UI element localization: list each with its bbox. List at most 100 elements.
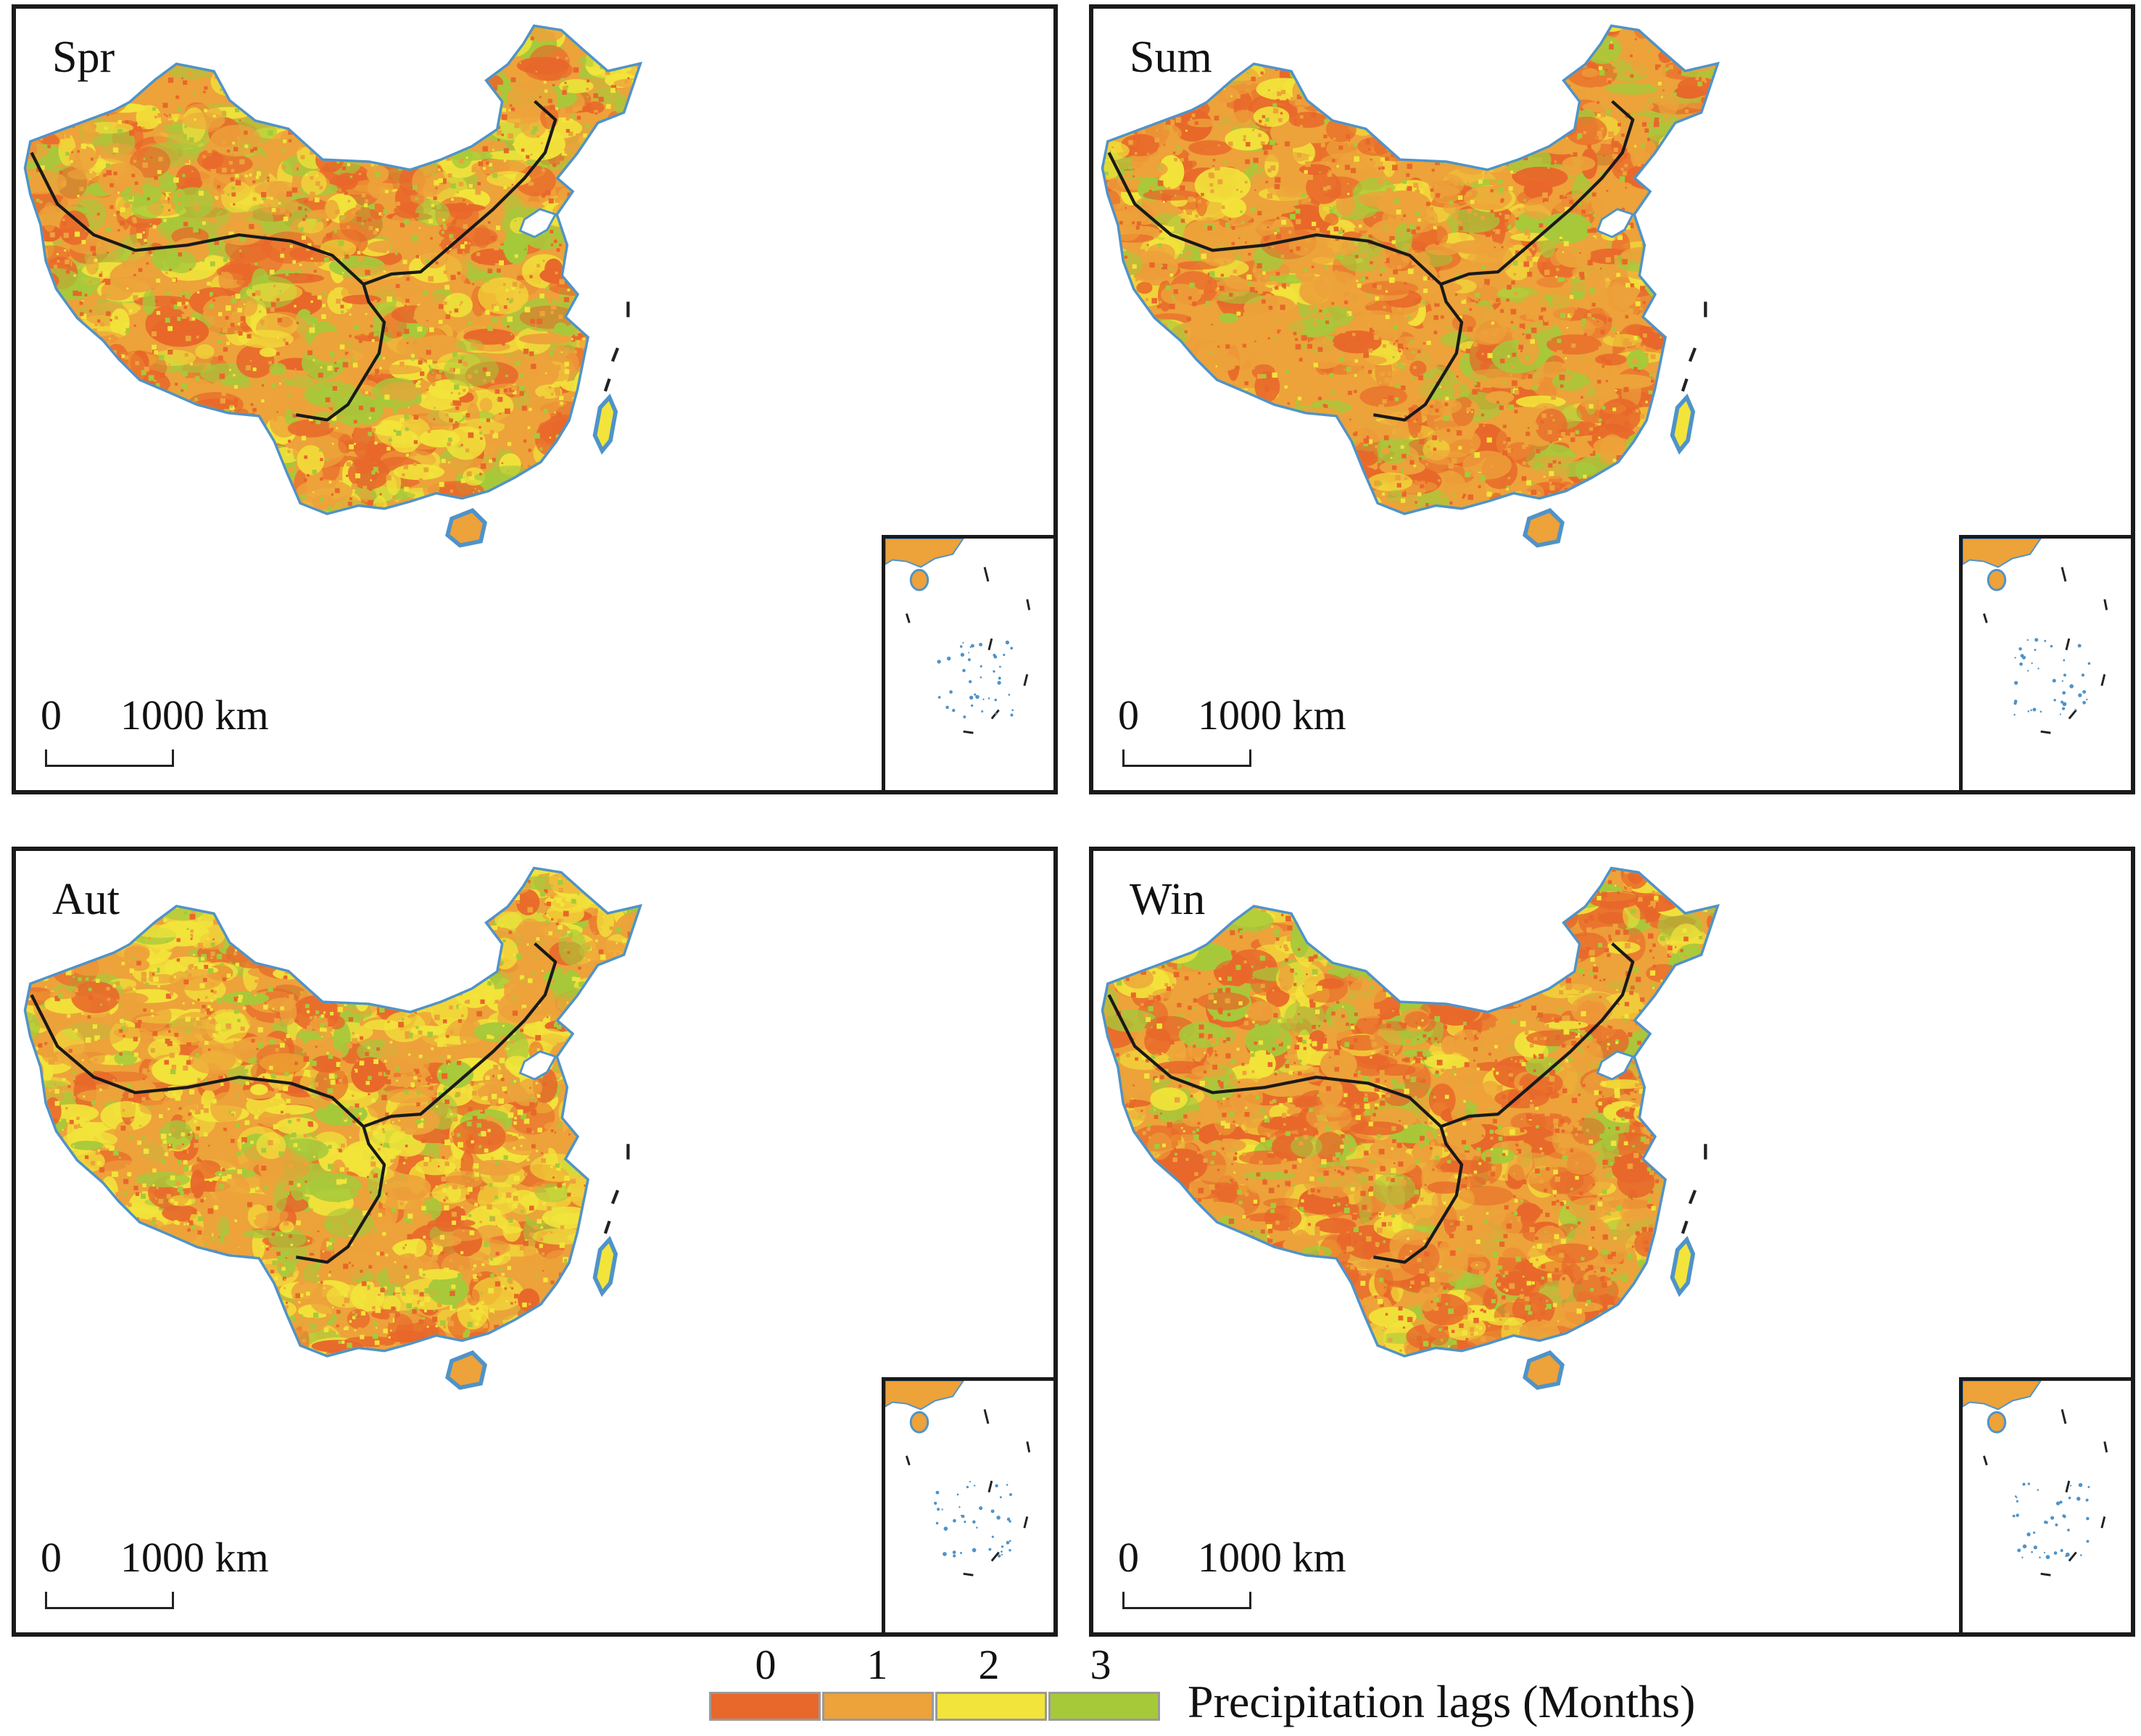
inset-coast: [885, 539, 964, 568]
inset-islet: [995, 1484, 998, 1487]
inset-islet: [1008, 694, 1011, 696]
inset-islet: [2068, 1496, 2071, 1500]
inset-islet: [974, 1484, 976, 1487]
inset-islet: [2053, 699, 2056, 702]
scale-distance: 1000 km: [1198, 1534, 1346, 1581]
bohai-sea: [1596, 208, 1635, 238]
inset-dash: [905, 1455, 911, 1466]
inset-islet: [943, 1552, 947, 1556]
inset-islet: [2067, 1529, 2070, 1532]
inset-islet: [2030, 709, 2032, 712]
scale-zero: 0: [1118, 692, 1139, 739]
south-china-sea-inset: [882, 535, 1053, 790]
regional-boundary-line: [30, 100, 558, 422]
inset-islet: [2069, 684, 2074, 689]
scale-bar: 0 1000 km: [35, 692, 269, 774]
inset-dash: [2068, 1551, 2077, 1562]
inset-islet: [2077, 644, 2082, 648]
inset-islet: [2013, 713, 2016, 716]
inset-islet: [2074, 708, 2076, 711]
inset-islet: [998, 676, 1001, 680]
inset-islet: [979, 642, 983, 647]
inset-dash: [2068, 709, 2077, 720]
inset-islet: [2059, 1500, 2063, 1504]
panel-label: Win: [1130, 875, 1206, 924]
inset-islet: [969, 1481, 972, 1483]
inset-islet: [2087, 1486, 2090, 1488]
inset-islet: [979, 1506, 983, 1511]
inset-islet: [1006, 1484, 1009, 1486]
inset-islet: [1005, 640, 1010, 644]
inset-islet: [2050, 1516, 2055, 1520]
inset-dash: [2040, 730, 2051, 734]
inset-islet: [2014, 1495, 2017, 1498]
inset-islet: [969, 646, 972, 648]
inset-islet: [995, 713, 998, 715]
inset-dash: [963, 1572, 974, 1577]
inset-islet: [2027, 1482, 2030, 1485]
panel-label: Aut: [52, 875, 120, 924]
inset-coast: [885, 1381, 964, 1411]
inset-islet: [2045, 1555, 2050, 1559]
china-map-winter: [1101, 866, 1720, 1390]
inset-dash: [2103, 599, 2108, 610]
map-panel-spring: Spr 0 1000 km: [12, 4, 1058, 794]
inset-islet: [2039, 710, 2042, 713]
scale-bar: 0 1000 km: [35, 1537, 269, 1616]
inset-islet: [2059, 713, 2061, 715]
hainan-island: [1523, 507, 1565, 548]
inset-hainan: [1987, 1411, 2007, 1434]
inset-islet: [959, 645, 963, 648]
regional-boundary-line: [30, 942, 558, 1264]
inset-islet: [2086, 1540, 2090, 1543]
inset-islet: [2052, 678, 2056, 683]
inset-islet: [2062, 1514, 2066, 1518]
bohai-sea: [518, 208, 558, 238]
inset-dash: [1982, 613, 1988, 623]
inset-islet: [2037, 668, 2039, 670]
inset-islet: [1009, 1492, 1012, 1496]
inset-islet: [1006, 1540, 1010, 1545]
legend-tick: 2: [978, 1641, 1000, 1688]
inset-islet: [999, 665, 1001, 668]
inset-islet: [2061, 680, 2064, 682]
legend-title: Precipitation lags (Months): [1188, 1676, 1696, 1727]
boundary-dash: [1688, 1189, 1697, 1205]
inset-islet: [2080, 1554, 2082, 1556]
inset-islet: [1001, 1553, 1003, 1556]
inset-islet: [958, 1506, 961, 1508]
scale-zero: 0: [41, 692, 62, 739]
inset-islet: [2034, 638, 2039, 642]
inset-islet: [960, 652, 965, 657]
inset-islet: [980, 676, 982, 678]
inset-islet: [968, 652, 970, 654]
china-map-summer: [1101, 24, 1720, 548]
inset-islet: [2086, 1516, 2090, 1521]
inset-islet: [2016, 1513, 2019, 1517]
inset-islet: [952, 1550, 956, 1554]
inset-islet: [2078, 693, 2082, 697]
inset-islet: [1009, 1549, 1011, 1552]
china-map-autumn: [23, 866, 643, 1390]
regional-boundary-line: [1107, 942, 1635, 1264]
inset-islet: [2070, 1484, 2072, 1487]
inset-dash: [2061, 1409, 2067, 1424]
boundary-dash: [1688, 347, 1697, 362]
inset-hainan: [1987, 568, 2007, 591]
inset-dash: [987, 638, 993, 651]
inset-islet: [991, 1535, 994, 1538]
inset-islet: [982, 698, 985, 700]
inset-islet: [956, 1493, 959, 1496]
inset-islet: [980, 665, 982, 668]
inset-islet: [962, 668, 966, 673]
inset-islet: [2033, 1545, 2037, 1550]
scale-distance: 1000 km: [1198, 692, 1346, 739]
regional-boundary-line: [1107, 100, 1635, 422]
legend-tick: 3: [1090, 1641, 1111, 1688]
inset-islet: [937, 1508, 940, 1511]
boundary-dash: [1681, 1220, 1689, 1234]
inset-islet: [1009, 1520, 1011, 1523]
inset-islet: [962, 641, 964, 644]
inset-islet: [945, 705, 949, 710]
scale-bar: 0 1000 km: [1112, 1537, 1346, 1616]
